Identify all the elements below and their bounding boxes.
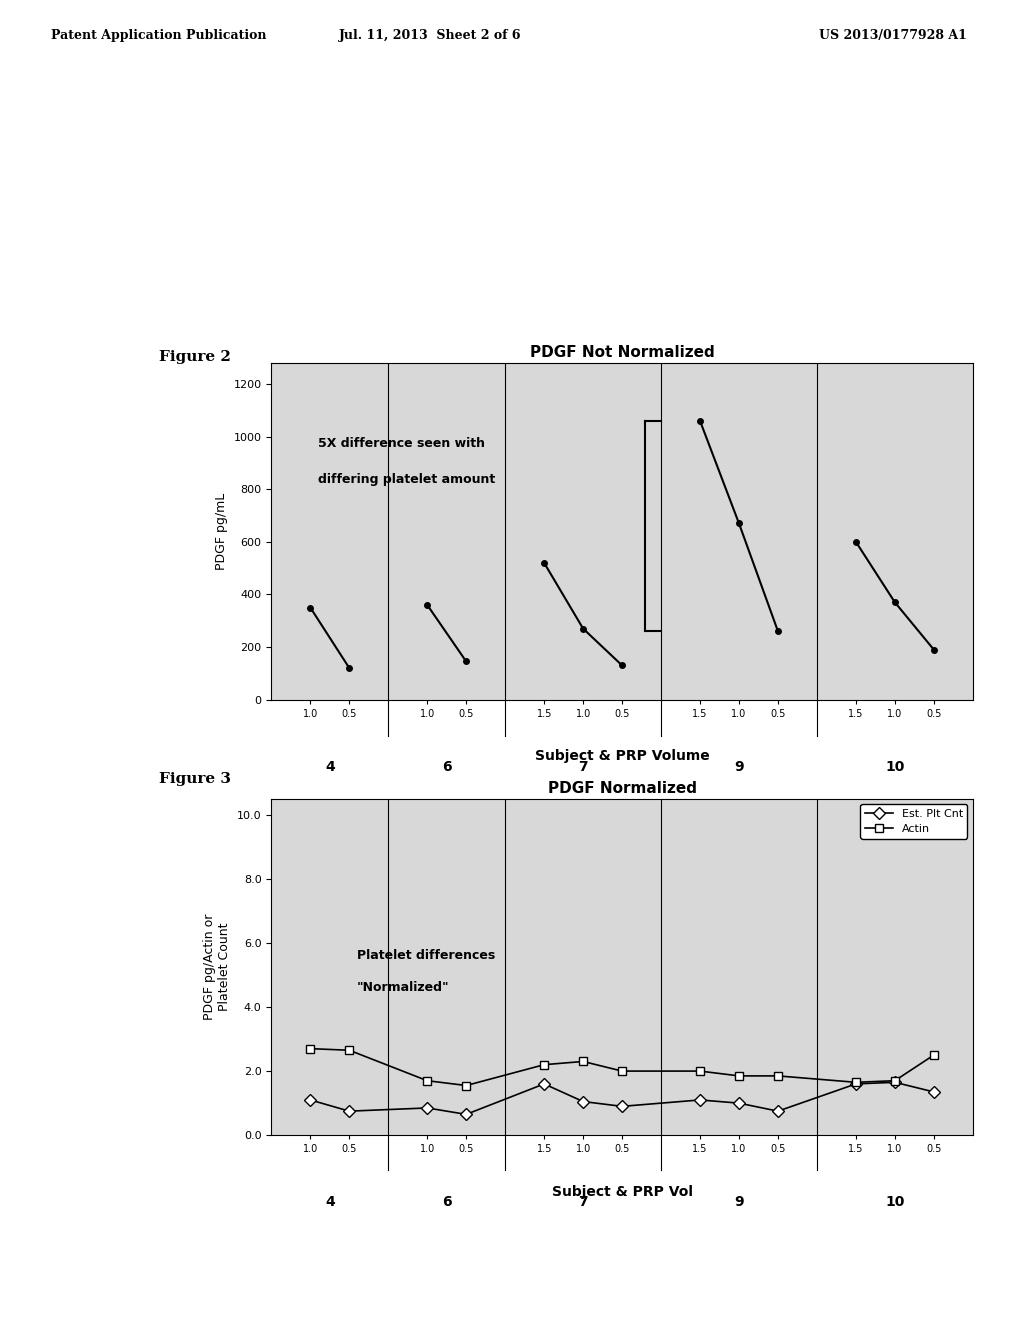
Text: 7: 7 bbox=[579, 760, 588, 774]
Legend: Est. Plt Cnt, Actin: Est. Plt Cnt, Actin bbox=[860, 804, 968, 838]
Text: 9: 9 bbox=[734, 1195, 743, 1209]
Text: 4: 4 bbox=[325, 1195, 335, 1209]
Text: 7: 7 bbox=[579, 1195, 588, 1209]
Text: differing platelet amount: differing platelet amount bbox=[318, 474, 496, 487]
Text: 10: 10 bbox=[885, 760, 904, 774]
Text: Platelet differences: Platelet differences bbox=[357, 949, 496, 962]
Title: PDGF Normalized: PDGF Normalized bbox=[548, 781, 696, 796]
X-axis label: Subject & PRP Volume: Subject & PRP Volume bbox=[535, 750, 710, 763]
Y-axis label: PDGF pg/mL: PDGF pg/mL bbox=[215, 492, 228, 570]
Y-axis label: PDGF pg/Actin or
Platelet Count: PDGF pg/Actin or Platelet Count bbox=[204, 913, 231, 1020]
Text: Figure 2: Figure 2 bbox=[159, 350, 230, 364]
X-axis label: Subject & PRP Vol: Subject & PRP Vol bbox=[552, 1185, 692, 1199]
Text: 6: 6 bbox=[442, 760, 452, 774]
Text: 6: 6 bbox=[442, 1195, 452, 1209]
Text: US 2013/0177928 A1: US 2013/0177928 A1 bbox=[819, 29, 967, 42]
Text: 5X difference seen with: 5X difference seen with bbox=[318, 437, 485, 450]
Title: PDGF Not Normalized: PDGF Not Normalized bbox=[529, 346, 715, 360]
Text: Figure 3: Figure 3 bbox=[159, 772, 230, 787]
Text: "Normalized": "Normalized" bbox=[357, 981, 450, 994]
Text: Jul. 11, 2013  Sheet 2 of 6: Jul. 11, 2013 Sheet 2 of 6 bbox=[339, 29, 521, 42]
Text: 4: 4 bbox=[325, 760, 335, 774]
Text: Patent Application Publication: Patent Application Publication bbox=[51, 29, 266, 42]
Text: 10: 10 bbox=[885, 1195, 904, 1209]
Text: 9: 9 bbox=[734, 760, 743, 774]
